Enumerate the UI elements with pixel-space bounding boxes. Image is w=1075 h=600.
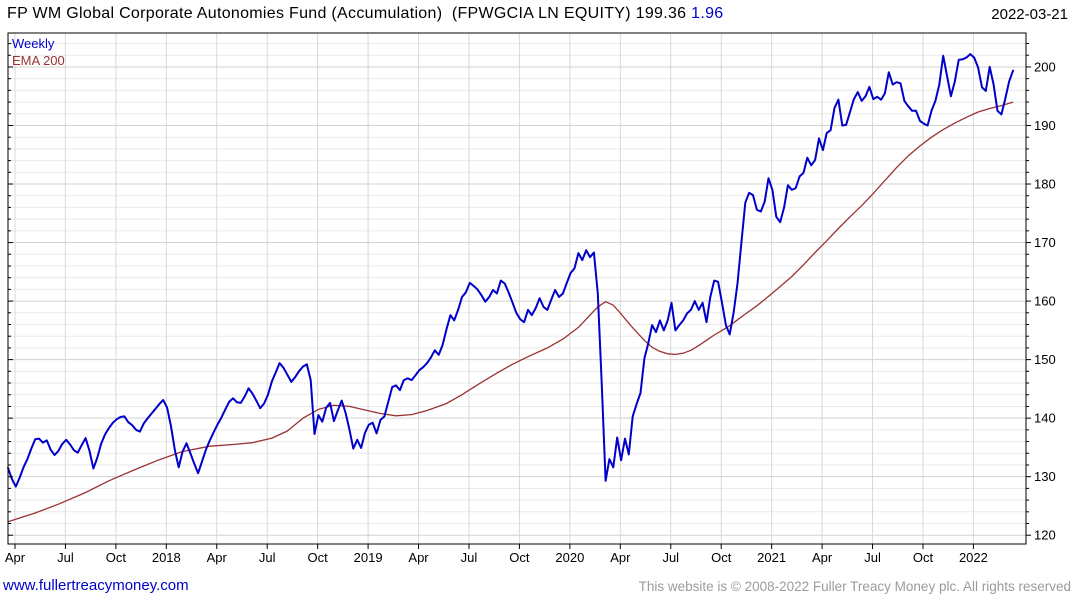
x-tick-label: Apr [610,550,631,565]
plot-border [7,32,1027,545]
last-price: 199.36 [635,5,687,22]
chart-legend: Weekly EMA 200 [12,35,65,69]
x-tick-label: Jul [461,550,478,565]
price-line [7,53,1014,488]
y-tick-label: 190 [1034,118,1056,133]
footer-copyright: This website is © 2008-2022 Fuller Treac… [638,579,1071,594]
y-tick-label: 180 [1034,177,1056,192]
chart-title: FP WM Global Corporate Autonomies Fund (… [7,5,723,23]
x-tick-label: Oct [308,550,329,565]
x-tick-label: Jul [57,550,74,565]
x-tick-label: Oct [509,550,530,565]
x-tick-label: Jul [864,550,881,565]
chart-date: 2022-03-21 [991,6,1068,23]
x-tick-label: Jul [259,550,276,565]
instrument-name: FP WM Global Corporate Autonomies Fund (… [7,5,631,22]
y-tick-label: 160 [1034,294,1056,309]
y-tick-label: 170 [1034,235,1056,250]
x-tick-label: 2021 [757,550,786,565]
x-tick-label: Jul [662,550,679,565]
x-tick-label: Apr [812,550,833,565]
x-tick-label: 2022 [959,550,988,565]
x-tick-label: Oct [106,550,127,565]
x-tick-label: 2020 [555,550,584,565]
x-tick-label: Oct [711,550,732,565]
footer-link[interactable]: www.fullertreacymoney.com [3,577,189,594]
y-tick-label: 140 [1034,411,1056,426]
x-tick-label: Apr [207,550,228,565]
legend-weekly: Weekly [12,36,55,51]
x-tick-label: 2019 [354,550,383,565]
x-tick-label: Oct [913,550,934,565]
x-tick-label: Apr [5,550,26,565]
ema-line [7,101,1014,523]
y-tick-label: 200 [1034,59,1056,74]
x-tick-label: Apr [408,550,429,565]
price-change: 1.96 [691,5,724,22]
y-tick-label: 120 [1034,528,1056,543]
y-tick-label: 130 [1034,469,1056,484]
legend-ema: EMA 200 [12,53,65,68]
y-tick-label: 150 [1034,352,1056,367]
x-tick-label: 2018 [152,550,181,565]
